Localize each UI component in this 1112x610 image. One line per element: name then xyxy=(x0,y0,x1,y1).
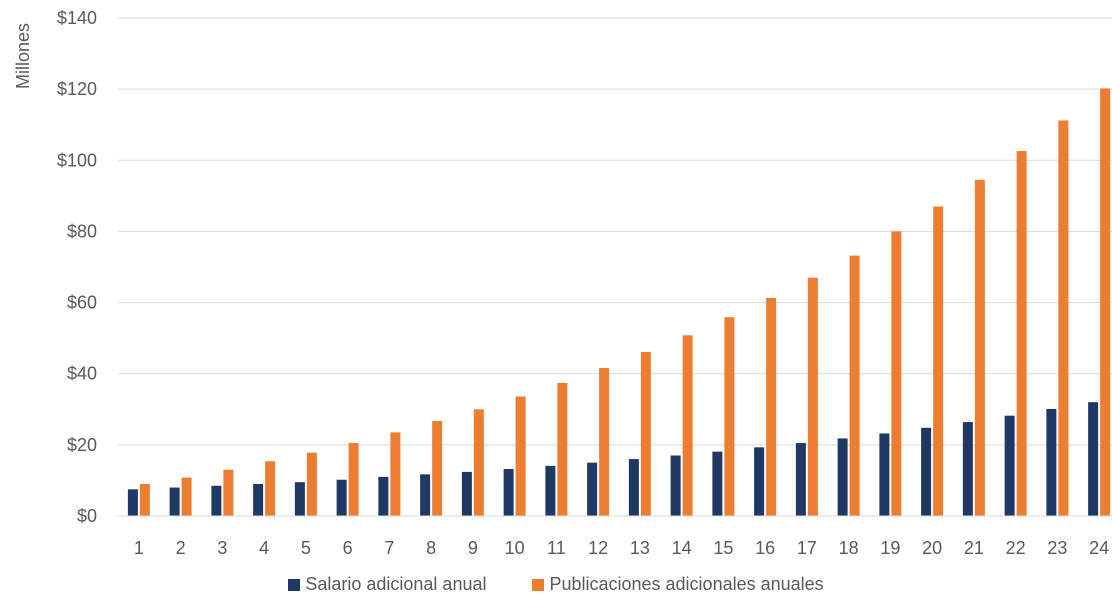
y-tick-label: $80 xyxy=(67,221,97,241)
bar-publicaciones xyxy=(557,382,568,516)
x-tick-label: 13 xyxy=(630,538,650,558)
bar-publicaciones xyxy=(807,277,818,516)
x-tick-label: 5 xyxy=(301,538,311,558)
bar-chart: $0$20$40$60$80$100$120$140 1 2 3 4 5 6 7 8 9 10 11… xyxy=(13,8,1112,558)
bar-salario xyxy=(879,433,890,516)
x-tick-label: 21 xyxy=(964,538,984,558)
x-tick-label: 22 xyxy=(1006,538,1026,558)
y-tick-label: $60 xyxy=(67,293,97,313)
bar-publicaciones xyxy=(599,368,610,516)
bar-publicaciones xyxy=(139,483,150,516)
x-tick-label: 17 xyxy=(797,538,817,558)
x-tick-label: 3 xyxy=(217,538,227,558)
x-tick-label: 6 xyxy=(343,538,353,558)
bar-salario xyxy=(587,462,598,516)
x-tick-label: 15 xyxy=(713,538,733,558)
bar-publicaciones xyxy=(640,352,651,516)
bar-salario xyxy=(545,465,556,516)
y-tick-label: $120 xyxy=(57,79,97,99)
legend-swatch-salario xyxy=(288,578,301,591)
bar-salario xyxy=(962,422,973,516)
y-axis-label: Millones xyxy=(13,23,33,89)
y-tick-label: $140 xyxy=(57,8,97,28)
x-tick-label: 12 xyxy=(588,538,608,558)
bar-publicaciones xyxy=(223,469,234,516)
bar-salario xyxy=(921,427,932,516)
x-tick-label: 23 xyxy=(1047,538,1067,558)
x-tick-label: 7 xyxy=(384,538,394,558)
bar-salario xyxy=(461,471,472,516)
bar-salario xyxy=(253,483,264,516)
x-axis-tick-labels: 1 2 3 4 5 6 7 8 9 10 11 12 13 14 15 16 17 18 19 20 21 22 23 24 xyxy=(134,538,1109,558)
bar-publicaciones xyxy=(432,421,443,516)
x-tick-label: 16 xyxy=(755,538,775,558)
x-tick-label: 8 xyxy=(426,538,436,558)
bar-salario xyxy=(336,479,347,516)
bar-publicaciones xyxy=(348,443,359,516)
bar-publicaciones xyxy=(1016,151,1027,516)
x-tick-label: 18 xyxy=(839,538,859,558)
legend-item-salario: Salario adicional anual xyxy=(288,574,486,595)
bar-publicaciones xyxy=(1100,88,1111,516)
x-tick-label: 20 xyxy=(922,538,942,558)
x-tick-label: 9 xyxy=(468,538,478,558)
bars xyxy=(127,88,1111,517)
bar-publicaciones xyxy=(849,255,860,517)
legend-label-publicaciones: Publicaciones adicionales anuales xyxy=(549,574,824,594)
bar-salario xyxy=(628,459,639,516)
bar-publicaciones xyxy=(473,409,484,516)
legend-label-salario: Salario adicional anual xyxy=(305,574,487,594)
bar-salario xyxy=(1046,408,1057,516)
bar-salario xyxy=(503,469,514,516)
x-tick-label: 14 xyxy=(672,538,692,558)
bar-salario xyxy=(169,487,180,516)
bar-publicaciones xyxy=(682,335,693,516)
y-tick-label: $40 xyxy=(67,364,97,384)
legend: Salario adicional anual Publicaciones ad… xyxy=(0,574,1112,595)
bar-publicaciones xyxy=(306,452,317,516)
bar-salario xyxy=(670,455,681,516)
bar-publicaciones xyxy=(766,297,777,516)
bar-salario xyxy=(837,438,848,516)
gridlines xyxy=(118,17,1112,446)
bar-publicaciones xyxy=(181,477,192,516)
x-tick-label: 24 xyxy=(1089,538,1109,558)
bar-publicaciones xyxy=(515,396,526,516)
bar-publicaciones xyxy=(724,317,735,516)
bar-publicaciones xyxy=(974,179,985,516)
bar-publicaciones xyxy=(1058,120,1069,517)
bar-publicaciones xyxy=(265,461,276,516)
y-tick-label: $0 xyxy=(77,506,97,526)
bar-salario xyxy=(712,451,723,516)
bar-publicaciones xyxy=(891,231,902,516)
bar-salario xyxy=(1088,402,1099,516)
x-tick-label: 2 xyxy=(176,538,186,558)
x-tick-label: 4 xyxy=(259,538,269,558)
bar-salario xyxy=(127,489,138,516)
y-tick-label: $20 xyxy=(67,435,97,455)
legend-item-publicaciones: Publicaciones adicionales anuales xyxy=(532,574,824,595)
legend-swatch-publicaciones xyxy=(532,578,545,591)
bar-salario xyxy=(294,482,305,516)
x-tick-label: 10 xyxy=(505,538,525,558)
y-axis-tick-labels: $0 $20 $40 $60 $80 $100 $120 $140 xyxy=(57,8,97,526)
bar-salario xyxy=(1004,415,1015,516)
x-tick-label: 11 xyxy=(547,538,566,558)
bar-salario xyxy=(211,485,222,516)
y-tick-label: $100 xyxy=(57,150,97,170)
bar-publicaciones xyxy=(933,206,944,516)
bar-publicaciones xyxy=(390,432,401,516)
bar-salario xyxy=(754,447,765,516)
bar-salario xyxy=(378,476,389,516)
x-tick-label: 1 xyxy=(134,538,144,558)
x-tick-label: 19 xyxy=(880,538,900,558)
bar-salario xyxy=(420,474,431,516)
bar-salario xyxy=(795,443,806,516)
